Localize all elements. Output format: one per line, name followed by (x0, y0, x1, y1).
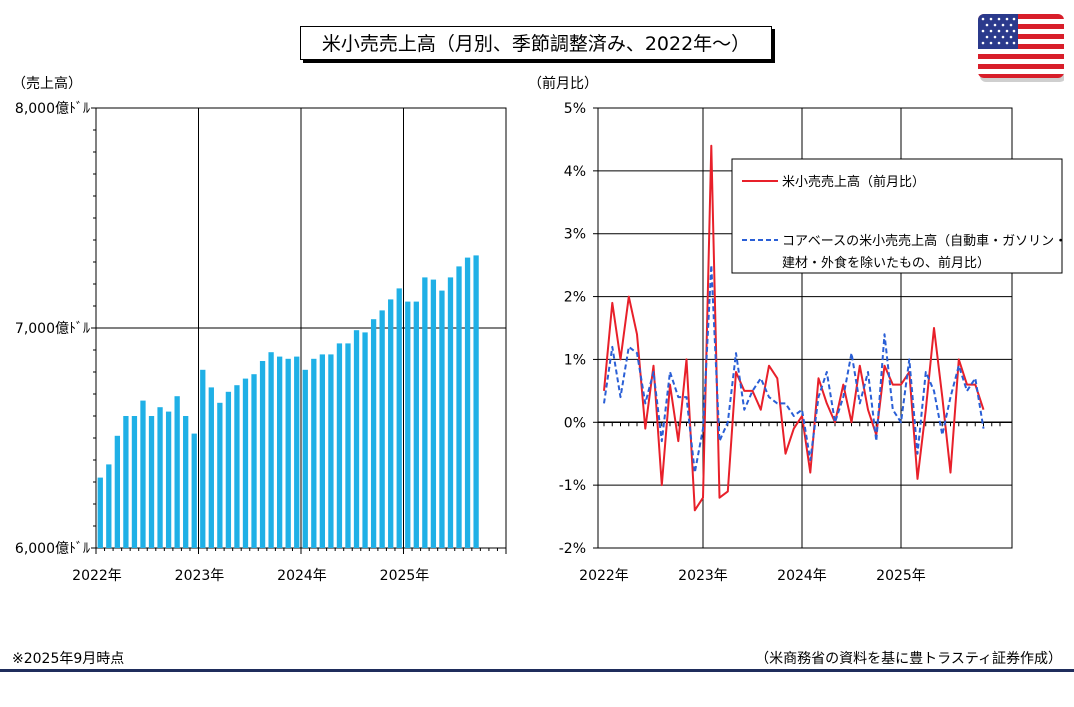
left-y-ticks: 6,000億ﾄﾞﾙ 7,000億ﾄﾞﾙ 8,000億ﾄﾞﾙ (15, 101, 96, 557)
left-y-tick-label: 8,000億ﾄﾞﾙ (15, 101, 90, 117)
bar-2022-01 (97, 477, 103, 548)
left-x-ticks: 2022年 2023年 2024年 2025年 (72, 548, 507, 584)
right-y-tick-label: 2% (564, 290, 586, 306)
bar-2023-09 (268, 352, 274, 548)
bar-2024-12 (396, 288, 402, 548)
bar-2022-04 (123, 416, 129, 548)
bar-2022-12 (191, 433, 197, 548)
right-y-tick-label: 5% (564, 101, 586, 117)
right-x-year-label: 2024年 (777, 568, 827, 584)
bar-2022-03 (114, 435, 121, 548)
bar-2025-01 (405, 301, 411, 548)
right-x-year-label: 2023年 (678, 568, 728, 584)
bar-2022-02 (106, 464, 112, 548)
left-x-year-label: 2022年 (72, 568, 122, 584)
left-y-tick-label: 7,000億ﾄﾞﾙ (15, 321, 90, 337)
bar-2023-08 (259, 361, 266, 548)
bar-2023-02 (208, 387, 214, 548)
right-y-tick-label: 1% (564, 352, 586, 368)
left-x-year-label: 2025年 (380, 568, 430, 584)
legend: 米小売売上高（前月比） コアベースの米小売売上高（自動車・ガソリン・ 建材・外食… (731, 158, 1067, 274)
right-y-tick-label: -2% (559, 541, 586, 557)
bar-2024-01 (302, 369, 308, 548)
bar-2023-12 (294, 356, 300, 548)
bar-2023-10 (276, 356, 283, 548)
bar-2025-09 (473, 255, 479, 548)
bar-2024-10 (379, 310, 385, 548)
bar-2022-05 (131, 416, 138, 548)
legend-label-blue-1: コアベースの米小売売上高（自動車・ガソリン・ (782, 233, 1067, 249)
bar-2023-01 (200, 369, 206, 548)
bar-2023-05 (234, 385, 240, 548)
right-y-axis-title: （前月比） (528, 75, 598, 92)
bar-2022-11 (183, 416, 189, 548)
bar-2023-07 (251, 374, 257, 548)
left-y-tick-label: 6,000億ﾄﾞﾙ (15, 541, 90, 557)
bar-2024-08 (362, 332, 368, 548)
bar-2022-07 (148, 416, 155, 548)
footnote: ※2025年9月時点 (12, 651, 125, 667)
chart-title: 米小売売上高（月別、季節調整済み、2022年～） (300, 26, 772, 60)
left-bars (97, 255, 479, 548)
right-x-ticks: 2022年 2023年 2024年 2025年 (579, 568, 926, 584)
bar-2025-06 (447, 277, 454, 548)
right-x-year-label: 2022年 (579, 568, 629, 584)
bar-2024-11 (388, 299, 394, 548)
bar-2025-04 (430, 279, 437, 548)
bar-2025-02 (413, 301, 419, 548)
bar-2022-10 (174, 396, 180, 548)
right-y-tick-label: -1% (559, 478, 586, 494)
series-red-line (603, 144, 985, 512)
series-blue-dashed-line (603, 264, 985, 474)
right-y-tick-label: 4% (564, 164, 586, 180)
bar-2023-06 (242, 378, 249, 548)
right-y-tick-label: 0% (564, 415, 586, 431)
bar-2024-05 (336, 343, 343, 548)
bar-2023-03 (217, 402, 223, 548)
source-note: （米商務省の資料を基に豊トラスティ証券作成） (755, 651, 1062, 667)
bar-2024-04 (328, 354, 334, 548)
legend-label-blue-2: 建材・外食を除いたもの、前月比） (782, 255, 990, 271)
right-x-year-label: 2025年 (876, 568, 926, 584)
left-x-year-label: 2024年 (277, 568, 327, 584)
bar-2025-08 (464, 257, 471, 548)
bar-2023-11 (285, 358, 291, 548)
right-y-ticks: -2% -1% 0% 1% 2% 3% 4% 5% (559, 101, 598, 557)
bar-2024-03 (319, 354, 326, 548)
mom-line-chart: （前月比） -2% -1% 0% 1% 2% 3% 4% 5% 2022年 2023年 2024年… (528, 75, 1067, 584)
bar-2025-03 (422, 277, 428, 548)
left-y-axis-title: （売上高） (12, 75, 82, 92)
bar-2024-09 (370, 319, 377, 548)
bar-2022-08 (157, 407, 163, 548)
bar-2024-06 (345, 343, 351, 548)
bar-2024-07 (353, 330, 360, 548)
right-series-lines (603, 144, 985, 512)
bar-2022-06 (140, 400, 146, 548)
bar-2025-05 (439, 290, 445, 548)
right-plot-area (597, 107, 1013, 549)
right-y-tick-label: 3% (564, 227, 586, 243)
footer-divider (0, 669, 1074, 672)
bar-2025-07 (456, 266, 462, 548)
bar-2024-02 (311, 358, 317, 548)
bar-2023-04 (225, 391, 232, 548)
bar-2022-09 (165, 411, 172, 548)
legend-box (731, 158, 1063, 274)
legend-label-red: 米小売売上高（前月比） (782, 174, 925, 190)
left-x-year-label: 2023年 (175, 568, 225, 584)
us-flag-icon (978, 14, 1064, 82)
